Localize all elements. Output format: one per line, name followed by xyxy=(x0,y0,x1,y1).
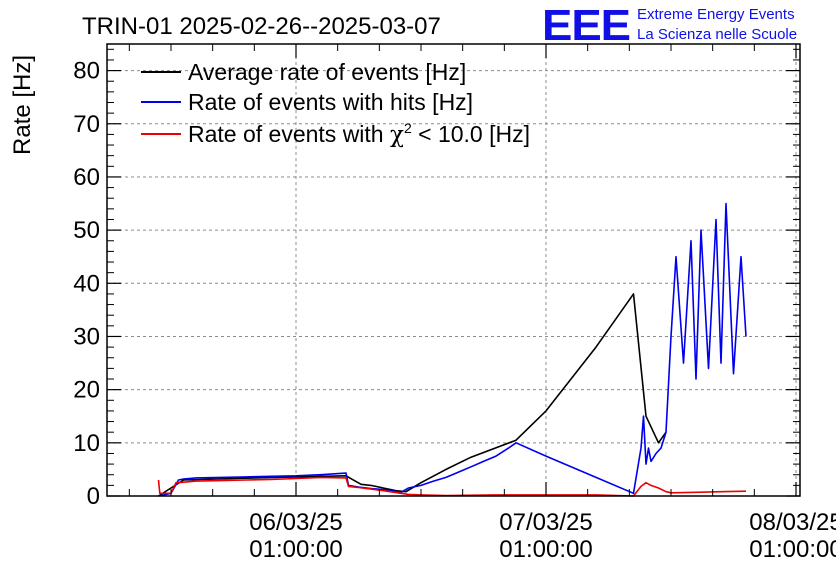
series-line-2 xyxy=(158,202,747,497)
y-tick-label: 0 xyxy=(87,483,100,510)
y-tick-label: 70 xyxy=(73,111,100,138)
y-tick-label: 80 xyxy=(73,58,100,85)
x-tick-label-date: 07/03/25 xyxy=(499,509,592,536)
y-tick-label: 30 xyxy=(73,323,100,350)
grid xyxy=(107,44,800,496)
axis-ticks: 0102030405060708006/03/2501:00:0007/03/2… xyxy=(73,44,836,563)
series-line-3 xyxy=(157,476,747,497)
legend-label-1: Average rate of events [Hz] xyxy=(188,59,466,85)
legend: Average rate of events [Hz] Rate of event… xyxy=(141,59,530,148)
eee-logo-mark: EEE xyxy=(542,1,630,50)
series-lines xyxy=(157,202,747,497)
x-tick-label-time: 01:00:00 xyxy=(249,536,342,563)
x-tick-label-date: 06/03/25 xyxy=(249,509,342,536)
plot-frame xyxy=(106,43,801,497)
y-tick-label: 20 xyxy=(73,377,100,404)
series-line-1 xyxy=(158,293,667,497)
y-tick-label: 50 xyxy=(73,217,100,244)
legend-label-2: Rate of events with hits [Hz] xyxy=(188,89,473,115)
legend-label-3: Rate of events with χ2 < 10.0 [Hz] xyxy=(188,120,530,148)
y-axis-label: Rate [Hz] xyxy=(9,55,36,155)
x-tick-label-date: 08/03/25 xyxy=(749,509,836,536)
y-tick-label: 10 xyxy=(73,430,100,457)
y-tick-label: 60 xyxy=(73,164,100,191)
x-tick-label-time: 01:00:00 xyxy=(499,536,592,563)
y-tick-label: 40 xyxy=(73,270,100,297)
x-tick-label-time: 01:00:00 xyxy=(749,536,836,563)
eee-logo: EEE Extreme Energy Events La Scienza nel… xyxy=(542,1,797,50)
eee-logo-line1: Extreme Energy Events xyxy=(637,6,795,23)
eee-logo-line2: La Scienza nelle Scuole xyxy=(637,26,797,43)
chart-title: TRIN-01 2025-02-26--2025-03-07 xyxy=(82,13,441,40)
